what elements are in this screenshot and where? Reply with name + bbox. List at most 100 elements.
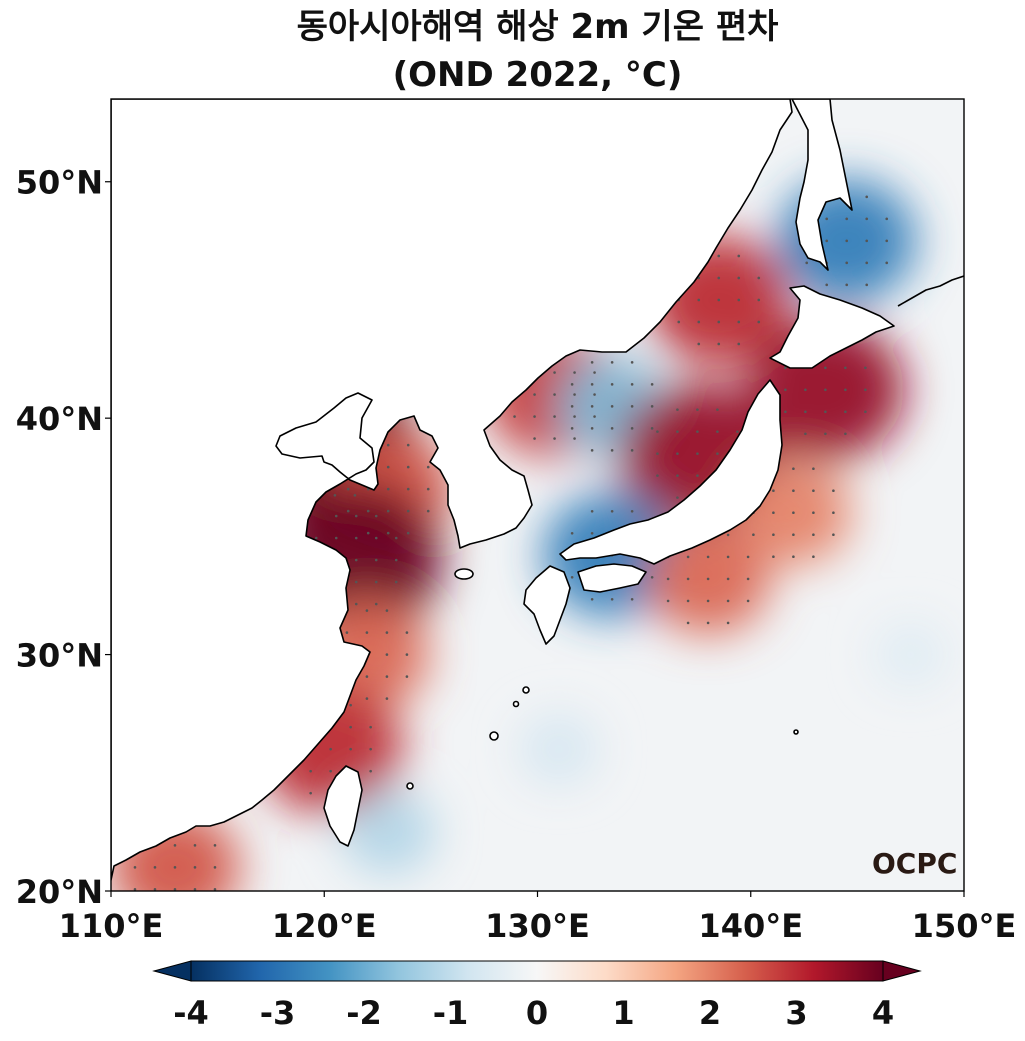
colorbar: -4 -3 -2 -1 0 1 2 3 4 (152, 960, 922, 1032)
significance-dot (772, 555, 775, 559)
significance-dot (792, 467, 795, 471)
significance-dot (333, 493, 337, 497)
significance-dot (349, 703, 352, 707)
significance-dot (746, 555, 750, 559)
colorbar-tick-label: -4 (173, 994, 209, 1032)
significance-dot (812, 467, 815, 471)
significance-dot (844, 432, 847, 436)
significance-dot (553, 415, 556, 418)
significance-dot (845, 283, 849, 287)
significance-dot (805, 261, 809, 265)
significance-dot (824, 410, 827, 414)
significance-dot (865, 239, 869, 243)
anomaly-northwest-pacific (873, 621, 948, 688)
significance-dot (533, 393, 536, 396)
significance-dot (385, 697, 389, 700)
significance-dot (656, 430, 659, 433)
significance-dot (697, 342, 701, 346)
significance-dot (385, 675, 389, 678)
lon-tick-label: 130°E (485, 907, 590, 945)
significance-dot (844, 410, 847, 414)
significance-dot (726, 577, 730, 581)
significance-dot (824, 388, 827, 392)
significance-dot (696, 408, 699, 411)
significance-dot (593, 393, 596, 396)
significance-dot (406, 487, 410, 491)
ocpc-logo: OCPC (872, 847, 957, 880)
significance-dot (650, 427, 654, 430)
significance-dot (590, 405, 594, 408)
significance-dot (193, 866, 197, 869)
significance-dot (194, 910, 197, 913)
significance-dot (832, 511, 835, 515)
significance-dot (772, 533, 775, 537)
significance-dot (650, 405, 654, 408)
significance-dot (706, 555, 710, 559)
significance-dot (792, 533, 795, 537)
significance-dot (885, 217, 889, 221)
lon-tick-label: 120°E (272, 907, 377, 945)
significance-dot (610, 383, 614, 386)
significance-dot (706, 599, 710, 603)
significance-dot (677, 320, 681, 324)
significance-dot (812, 555, 815, 559)
significance-dot (329, 747, 332, 751)
taiwan (323, 765, 363, 847)
significance-dot (865, 217, 869, 221)
significance-dot (374, 602, 378, 606)
significance-dot (426, 487, 430, 491)
anomaly-philippine-sea-north (519, 713, 599, 785)
map-subtitle: (OND 2022, °C) (392, 55, 683, 95)
significance-dot (706, 577, 710, 581)
significance-dot (812, 533, 815, 537)
significance-dot (426, 465, 430, 469)
lat-tick-label: 20°N (16, 873, 103, 911)
lat-tick-label: 30°N (16, 637, 103, 675)
significance-dot (386, 465, 390, 469)
colorbar-tick-label: 2 (699, 994, 721, 1032)
significance-dot (630, 597, 634, 601)
significance-dot (885, 261, 889, 265)
significance-dot (864, 388, 867, 392)
significance-dot (716, 408, 719, 411)
ryukyu-island (489, 731, 499, 741)
significance-dot (570, 405, 574, 408)
significance-dot (746, 599, 750, 603)
significance-dot (153, 888, 157, 891)
map-title: 동아시아해역 해상 2m 기온 편차 (296, 7, 779, 47)
land-masses (111, 99, 964, 881)
significance-dot (365, 631, 369, 634)
jeju (454, 568, 474, 580)
significance-dot (369, 747, 372, 751)
significance-dot (193, 888, 197, 891)
significance-dot (784, 388, 787, 392)
lon-tick-label: 140°E (698, 907, 803, 945)
significance-dot (394, 536, 398, 540)
longitude-axis: 110°E 120°E 130°E 140°E 150°E (59, 891, 1016, 945)
significance-dot (406, 465, 410, 469)
significance-dot (610, 427, 614, 430)
significance-dot (656, 452, 659, 455)
significance-dot (784, 366, 787, 370)
significance-dot (354, 514, 358, 518)
significance-dot (844, 366, 847, 370)
significance-dot (832, 533, 835, 537)
significance-dot (366, 531, 370, 535)
significance-dot (334, 514, 338, 518)
significance-dot (354, 536, 358, 540)
significance-dot (676, 408, 679, 411)
significance-dot (590, 509, 594, 513)
significance-dot (696, 452, 699, 455)
significance-dot (757, 298, 761, 302)
kuril-islands (897, 275, 964, 307)
significance-dot (686, 555, 690, 559)
significance-dot (812, 511, 815, 515)
significance-dot (366, 509, 370, 513)
significance-dot (590, 383, 594, 386)
significance-dot (385, 653, 389, 656)
significance-dot (346, 487, 350, 491)
significance-dot (656, 474, 659, 477)
significance-dot (174, 910, 177, 913)
significance-dot (334, 536, 338, 540)
significance-dot (590, 597, 594, 601)
